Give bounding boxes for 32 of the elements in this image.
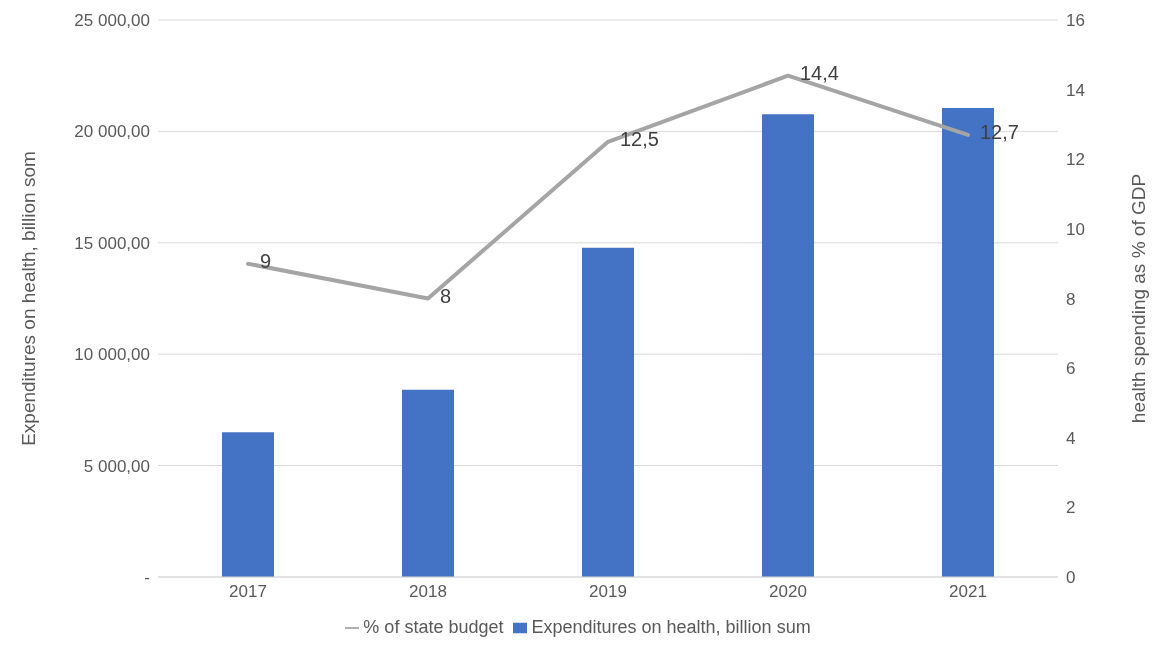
y2-axis-title: health spending as % of GDP	[1127, 173, 1149, 424]
y2-tick-label: 14	[1066, 80, 1085, 100]
legend-label: Expenditures on health, billion sum	[531, 617, 811, 637]
y2-tick-label: 16	[1066, 11, 1085, 31]
y2-tick-label: 0	[1066, 568, 1076, 588]
y2-tick-label: 4	[1066, 428, 1076, 448]
y2-tick-label: 8	[1066, 289, 1076, 309]
x-tick-label: 2018	[409, 582, 447, 602]
y2-tick-label: 12	[1066, 150, 1085, 170]
y-tick-label: 20 000,00	[74, 122, 150, 142]
x-tick-label: 2017	[229, 582, 267, 602]
bar	[222, 432, 274, 577]
data-label: 8	[440, 284, 452, 307]
x-tick-label: 2019	[589, 582, 627, 602]
bar	[762, 114, 814, 577]
data-label: 12,5	[620, 127, 659, 150]
bar	[582, 247, 634, 577]
bar	[402, 389, 454, 577]
data-label: 14,4	[800, 61, 839, 84]
data-label: 9	[260, 249, 272, 272]
x-tick-label: 2020	[769, 582, 807, 602]
x-tick-label: 2021	[949, 582, 987, 602]
y-axis-title: Expenditures on health, billion som	[17, 151, 39, 446]
legend-label: % of state budget	[363, 617, 504, 637]
y-tick-label: 15 000,00	[74, 233, 150, 253]
y2-tick-label: 2	[1066, 498, 1076, 518]
y-tick-label: 25 000,00	[74, 11, 150, 31]
y2-tick-label: 6	[1066, 359, 1076, 379]
y-tick-label: 5 000,00	[83, 456, 150, 476]
y-tick-label: 10 000,00	[74, 345, 150, 365]
y2-tick-label: 10	[1066, 219, 1085, 239]
y-tick-label: -	[144, 568, 150, 588]
